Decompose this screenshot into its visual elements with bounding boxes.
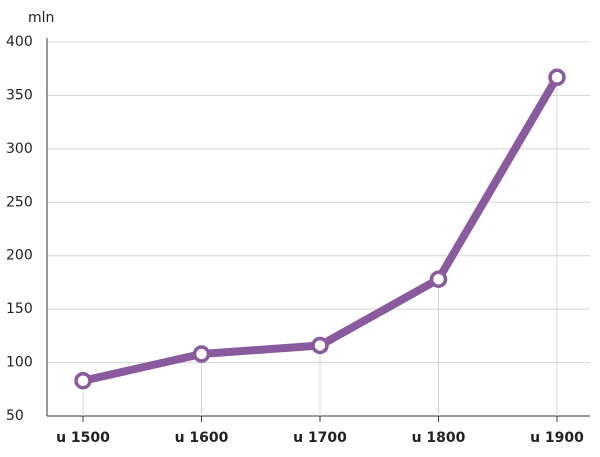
y-tick-label: 250 [6, 194, 33, 210]
data-point [311, 336, 329, 355]
y-tick-label: 100 [6, 355, 33, 371]
y-tick-label: 150 [6, 301, 33, 317]
y-tick-label: 200 [6, 248, 33, 264]
x-tick-label: u 1900 [530, 430, 584, 446]
y-tick-label: 350 [6, 87, 33, 103]
y-tick-label: 50 [6, 408, 24, 424]
x-tick-label: u 1600 [175, 430, 229, 446]
y-axis-label: mln [28, 10, 54, 26]
y-tick-label: 300 [6, 141, 33, 157]
x-tick-label: u 1700 [293, 430, 347, 446]
data-point [548, 68, 566, 87]
data-point [429, 270, 448, 288]
data-point [192, 345, 211, 363]
x-tick-label: u 1500 [56, 430, 110, 446]
x-tick-label: u 1800 [412, 430, 466, 446]
y-tick-label: 400 [6, 34, 33, 50]
data-line [79, 73, 561, 385]
data-point [74, 371, 92, 390]
